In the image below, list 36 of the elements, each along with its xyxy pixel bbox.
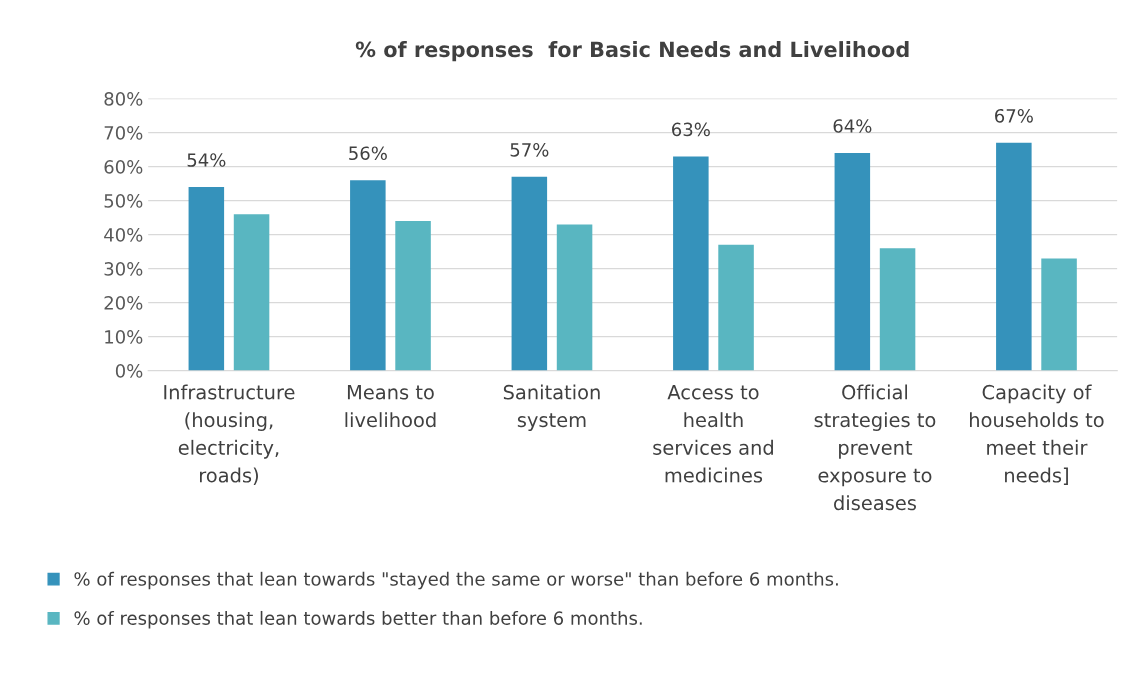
bar xyxy=(718,244,754,371)
data-label: 56% xyxy=(349,146,387,161)
bar xyxy=(395,221,431,371)
bar xyxy=(233,214,270,371)
bar xyxy=(996,142,1032,371)
y-tick-label: 50% xyxy=(104,194,143,208)
y-tick-label: 80% xyxy=(104,92,143,106)
y-tick-label: 70% xyxy=(104,126,143,140)
x-tick-label: Access to health services and medicines xyxy=(653,385,773,483)
data-label: 67% xyxy=(995,108,1033,123)
bar xyxy=(673,156,709,371)
y-tick-label: 10% xyxy=(105,330,143,344)
x-tick-label: Official strategies to prevent exposure to diseases xyxy=(814,384,936,511)
y-tick-label: 0% xyxy=(115,364,143,378)
x-tick-label: Sanitation system xyxy=(503,384,600,431)
bar xyxy=(350,180,386,371)
data-label: 63% xyxy=(672,122,710,137)
bar xyxy=(879,248,916,371)
x-tick-label: Capacity of households to meet their needs] xyxy=(970,384,1104,485)
legend-label: % of responses that lean towards "stayed the same or worse" than before 6 months. xyxy=(74,571,838,590)
bar xyxy=(511,176,548,371)
legend-label: % of responses that lean towards better than before 6 months. xyxy=(74,610,642,629)
y-tick-label: 30% xyxy=(104,262,143,276)
y-tick-label: 20% xyxy=(104,296,143,310)
bar xyxy=(834,153,871,371)
data-label: 54% xyxy=(187,153,226,167)
bar xyxy=(188,187,225,371)
chart-title: % of responses for Basic Needs and Livelihood xyxy=(355,41,909,62)
data-label: 57% xyxy=(510,142,549,157)
x-tick-label: Infrastructure (housing, electricity, roads) xyxy=(164,384,295,485)
bar xyxy=(556,224,593,371)
y-tick-label: 40% xyxy=(104,228,143,242)
x-tick-label: Means to livelihood xyxy=(345,385,436,428)
data-label: 64% xyxy=(833,119,872,133)
y-tick-label: 60% xyxy=(104,160,143,174)
bar xyxy=(1041,258,1077,371)
